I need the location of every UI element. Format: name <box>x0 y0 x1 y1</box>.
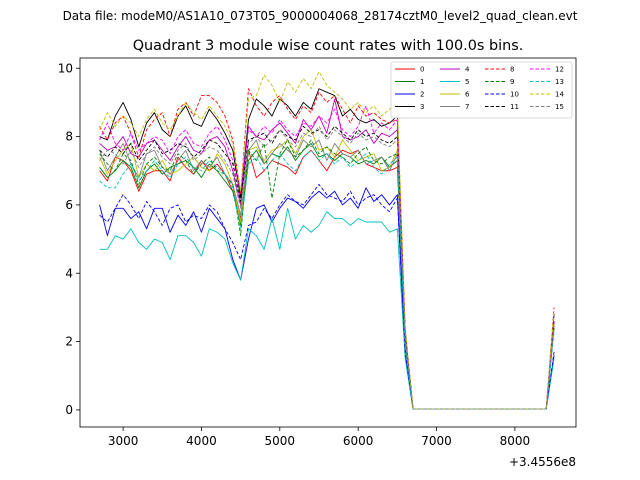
legend-label-4: 4 <box>465 66 470 74</box>
x-tick-label: 7000 <box>421 434 452 448</box>
series-line-1 <box>99 142 555 410</box>
x-tick-label: 8000 <box>500 434 531 448</box>
series-line-15 <box>99 125 555 410</box>
x-axis: 3000 4000 5000 6000 7000 8000 <box>108 427 530 448</box>
legend-label-0: 0 <box>420 66 424 74</box>
legend-label-13: 13 <box>555 78 564 86</box>
chart-title: Quadrant 3 module wise count rates with … <box>133 38 524 54</box>
series-line-2 <box>99 187 555 410</box>
x-tick-label: 5000 <box>265 434 296 448</box>
legend-label-2: 2 <box>420 91 424 99</box>
x-tick-label: 4000 <box>186 434 217 448</box>
legend-label-8: 8 <box>510 66 514 74</box>
legend-label-10: 10 <box>510 91 519 99</box>
series-line-9 <box>99 139 555 410</box>
y-tick-label: 4 <box>65 266 73 280</box>
legend-label-7: 7 <box>465 103 469 111</box>
legend-label-1: 1 <box>420 78 424 86</box>
legend-label-9: 9 <box>510 78 514 86</box>
legend-label-12: 12 <box>555 66 564 74</box>
series-line-14 <box>99 71 555 410</box>
legend-box <box>390 61 573 119</box>
legend-label-5: 5 <box>465 78 469 86</box>
x-tick-label: 6000 <box>343 434 374 448</box>
series-line-0 <box>99 149 555 410</box>
y-tick-label: 2 <box>65 335 73 349</box>
y-tick-label: 6 <box>65 198 73 212</box>
figure-suptitle: Data file: modeM0/AS1A10_073T05_90000040… <box>63 9 578 23</box>
legend-label-14: 14 <box>555 91 564 99</box>
legend-label-11: 11 <box>510 103 519 111</box>
series-line-7 <box>99 139 555 410</box>
plot-area <box>99 71 555 410</box>
y-axis: 0 2 4 6 8 10 <box>58 61 80 417</box>
legend-label-6: 6 <box>465 91 470 99</box>
y-tick-label: 0 <box>65 403 73 417</box>
legend-label-3: 3 <box>420 103 424 111</box>
axes-frame <box>79 57 577 428</box>
series-line-11 <box>99 125 555 410</box>
x-axis-offset-label: +3.4556e8 <box>509 455 576 469</box>
y-tick-label: 10 <box>58 61 73 75</box>
y-tick-label: 8 <box>65 130 73 144</box>
series-line-5 <box>99 207 555 410</box>
x-tick-label: 3000 <box>108 434 139 448</box>
series-line-13 <box>99 149 555 410</box>
series-line-10 <box>99 183 555 410</box>
legend-label-15: 15 <box>555 103 564 111</box>
